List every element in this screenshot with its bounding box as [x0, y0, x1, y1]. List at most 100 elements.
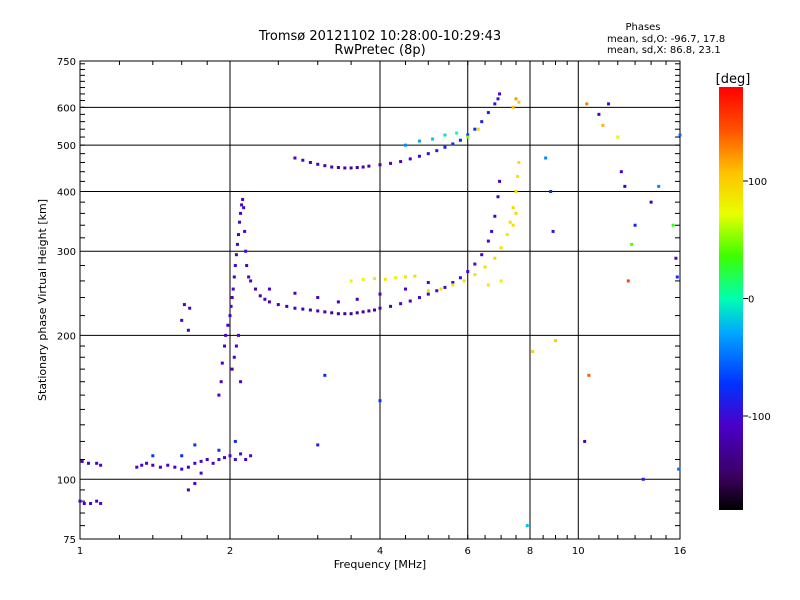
- data-point: [99, 501, 103, 505]
- data-point: [234, 344, 238, 348]
- data-point: [517, 100, 521, 104]
- data-point: [508, 220, 512, 224]
- data-point: [226, 323, 230, 327]
- data-point: [253, 287, 257, 291]
- stats-x-line: mean, sd,X: 86.8, 23.1: [607, 45, 721, 56]
- data-point: [241, 197, 245, 201]
- data-point: [233, 439, 237, 443]
- data-point: [490, 229, 494, 233]
- data-point: [367, 164, 371, 168]
- data-point: [458, 138, 462, 142]
- data-point: [551, 229, 555, 233]
- data-point: [431, 137, 435, 141]
- data-point: [399, 302, 403, 306]
- data-point: [244, 457, 248, 461]
- data-point: [451, 281, 455, 285]
- data-point: [619, 170, 623, 174]
- data-point: [151, 454, 155, 458]
- data-point: [426, 292, 430, 296]
- data-point: [232, 355, 236, 359]
- data-point: [473, 127, 477, 131]
- data-point: [443, 133, 447, 137]
- data-point: [316, 296, 320, 300]
- data-point: [408, 299, 412, 303]
- data-point: [451, 142, 455, 146]
- data-point: [517, 160, 521, 164]
- data-point: [511, 223, 515, 227]
- y-axis-label: Stationary phase Virtual Height [km]: [36, 199, 49, 401]
- data-point: [633, 223, 637, 227]
- data-point: [531, 350, 535, 354]
- data-point: [473, 262, 477, 266]
- data-point: [426, 281, 430, 285]
- data-point: [293, 156, 297, 160]
- data-point: [239, 452, 243, 456]
- data-point: [435, 289, 439, 293]
- data-point: [378, 292, 382, 296]
- data-point: [231, 287, 235, 291]
- data-point: [585, 102, 589, 106]
- data-point: [399, 160, 403, 164]
- minor-ticks: [80, 61, 680, 539]
- data-point: [140, 463, 144, 467]
- stats-heading: Phases: [625, 22, 660, 33]
- data-point: [389, 304, 393, 308]
- x-tick-label: 1: [77, 546, 83, 557]
- data-point: [135, 465, 139, 469]
- data-point: [499, 279, 503, 283]
- data-point: [86, 461, 90, 465]
- data-point: [249, 454, 253, 458]
- data-point: [403, 143, 407, 147]
- data-point: [82, 501, 86, 505]
- data-point: [199, 471, 203, 475]
- data-point: [223, 456, 227, 460]
- data-point: [426, 152, 430, 156]
- data-point: [205, 457, 209, 461]
- x-tick-label: 8: [527, 546, 533, 557]
- data-point: [367, 309, 371, 313]
- data-point: [511, 105, 515, 109]
- data-point: [678, 133, 682, 137]
- data-point: [173, 465, 177, 469]
- x-tick-label: 4: [377, 546, 383, 557]
- data-point: [417, 154, 421, 158]
- data-point: [408, 157, 412, 161]
- data-point: [158, 465, 162, 469]
- data-point: [308, 308, 312, 312]
- data-point: [483, 265, 487, 269]
- data-point: [224, 333, 228, 337]
- data-point: [228, 314, 232, 318]
- data-point: [675, 275, 679, 279]
- data-point: [455, 131, 459, 135]
- data-point: [630, 242, 634, 246]
- data-point: [240, 203, 244, 207]
- data-point: [336, 166, 340, 170]
- colorbar-tick-label: 0: [748, 295, 754, 306]
- data-point: [180, 318, 184, 322]
- data-point: [505, 233, 509, 237]
- data-point: [336, 300, 340, 304]
- data-point: [466, 270, 470, 274]
- data-point: [480, 253, 484, 257]
- data-point: [496, 97, 500, 101]
- data-point: [373, 277, 377, 281]
- data-point: [236, 233, 240, 237]
- data-point: [451, 283, 455, 287]
- data-point: [186, 328, 190, 332]
- data-point: [219, 380, 223, 384]
- data-point: [403, 287, 407, 291]
- data-point: [263, 297, 267, 301]
- x-tick-label: 10: [572, 546, 585, 557]
- data-point: [220, 361, 224, 365]
- data-point: [233, 457, 237, 461]
- data-point: [426, 289, 430, 293]
- chart-subtitle: RwPretec (8p): [334, 43, 425, 58]
- data-point: [514, 211, 518, 215]
- data-point: [323, 164, 327, 168]
- data-point: [657, 184, 661, 188]
- data-point: [514, 97, 518, 101]
- data-point: [525, 524, 529, 528]
- colorbar-tick-label: 100: [748, 177, 767, 188]
- data-point: [308, 160, 312, 164]
- data-point: [343, 166, 347, 170]
